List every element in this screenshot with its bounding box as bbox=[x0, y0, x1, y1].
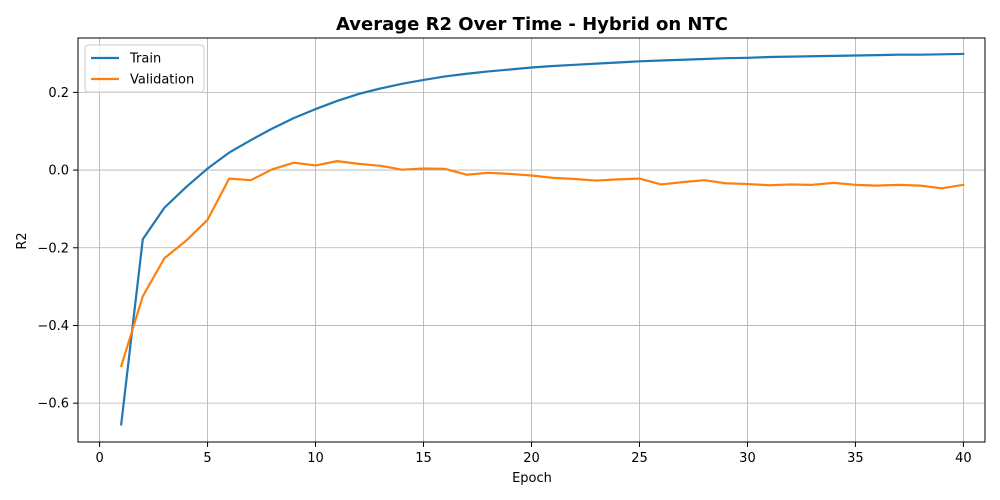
x-tick-label: 25 bbox=[631, 451, 648, 466]
x-tick-label: 0 bbox=[95, 451, 103, 466]
x-tick-label: 30 bbox=[739, 451, 756, 466]
legend: Train Validation bbox=[84, 44, 205, 93]
x-tick-label: 15 bbox=[415, 451, 432, 466]
y-tick-label: −0.2 bbox=[37, 241, 69, 256]
y-axis-label: R2 bbox=[15, 232, 30, 249]
y-axis: −0.6 −0.4 −0.2 0.0 0.2 bbox=[37, 86, 78, 412]
series-lines bbox=[120, 52, 965, 426]
y-tick-label: 0.2 bbox=[48, 86, 69, 101]
x-tick-label: 5 bbox=[203, 451, 211, 466]
y-tick-label: −0.4 bbox=[37, 319, 69, 334]
gridlines bbox=[78, 38, 985, 442]
x-tick-label: 20 bbox=[523, 451, 540, 466]
x-tick-label: 35 bbox=[847, 451, 864, 466]
y-tick-label: −0.6 bbox=[37, 397, 69, 412]
x-tick-label: 10 bbox=[307, 451, 324, 466]
x-axis-label: Epoch bbox=[512, 471, 552, 486]
legend-label: Validation bbox=[130, 73, 194, 88]
legend-box bbox=[84, 44, 205, 93]
series-line-validation bbox=[120, 160, 965, 368]
series-line-train bbox=[120, 52, 965, 426]
y-tick-label: 0.0 bbox=[48, 164, 69, 179]
x-tick-label: 40 bbox=[955, 451, 972, 466]
legend-label: Train bbox=[129, 52, 161, 67]
x-axis: 0 5 10 15 20 25 30 35 40 bbox=[95, 442, 972, 466]
chart-title: Average R2 Over Time - Hybrid on NTC bbox=[336, 14, 728, 35]
